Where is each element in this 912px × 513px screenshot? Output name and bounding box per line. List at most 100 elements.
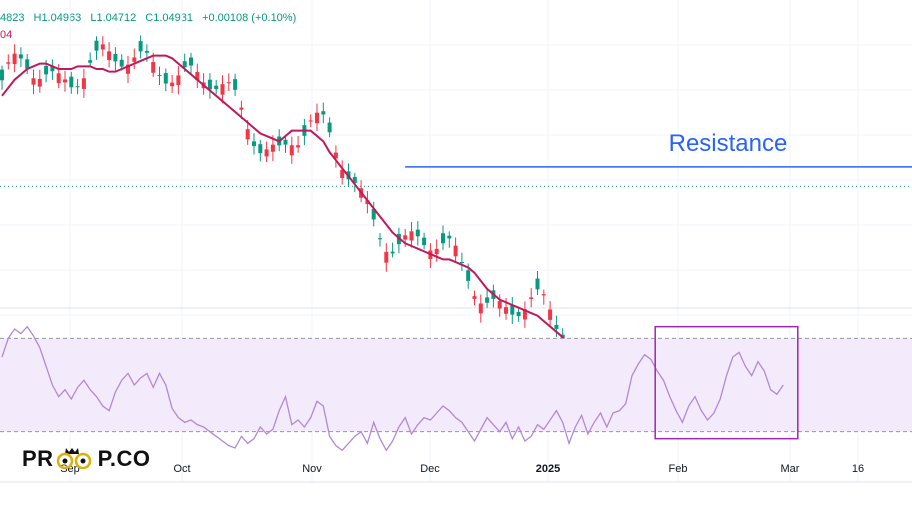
candle-body — [497, 301, 502, 309]
candle-body — [226, 82, 231, 84]
x-tick-label: Sep — [60, 463, 80, 475]
candle-body — [478, 303, 483, 314]
candle-body — [220, 84, 225, 95]
candle-body — [88, 60, 93, 63]
candle-body — [403, 235, 408, 240]
candle-body — [176, 75, 181, 86]
rsi-pane — [0, 325, 912, 452]
candle-body — [365, 200, 370, 205]
owl-icon — [56, 448, 91, 469]
candle-body — [189, 57, 193, 66]
candle-body — [182, 61, 187, 68]
rsi-line — [1, 325, 784, 452]
candle-body — [151, 62, 156, 73]
candle-body — [453, 245, 458, 257]
candle-body — [195, 72, 200, 81]
candle-body — [510, 305, 515, 315]
x-tick-label: 16 — [852, 463, 864, 475]
annotations: Resistance — [0, 130, 912, 187]
candle-body — [258, 144, 263, 154]
candle-body — [283, 139, 288, 145]
candle-body — [340, 169, 345, 178]
candle-body — [434, 248, 439, 255]
candle-body — [245, 129, 250, 140]
x-tick-label: Mar — [781, 463, 800, 475]
candle-body — [113, 54, 118, 62]
candle-body — [132, 57, 137, 62]
close-value: C1.04931 — [145, 12, 193, 24]
candle-body — [6, 62, 11, 64]
candle-body — [308, 120, 313, 122]
candle-body — [327, 122, 332, 133]
candle-body — [252, 141, 256, 147]
rsi-range-box — [654, 325, 799, 440]
candle-body — [44, 65, 49, 75]
candle-body — [107, 51, 112, 61]
candle-body — [352, 176, 357, 184]
candle-body — [50, 65, 55, 72]
candle-body — [321, 111, 326, 115]
resistance-label: Resistance — [669, 130, 788, 157]
candle-body — [207, 79, 212, 90]
candle-body — [485, 297, 490, 303]
x-tick-label: 2025 — [536, 463, 560, 475]
logo-text-right: P.CO — [97, 446, 151, 471]
candle-body — [214, 85, 219, 90]
candle-body — [441, 233, 445, 244]
candle-body — [541, 294, 546, 296]
candle-body — [522, 309, 527, 320]
candle-body — [12, 53, 17, 64]
candle-body — [415, 229, 420, 237]
candle-body — [0, 69, 4, 81]
change-value: +0.00108 (+0.10%) — [202, 12, 297, 24]
low-value: L1.04712 — [90, 12, 137, 24]
candle-body — [459, 262, 464, 264]
x-tick-label: Nov — [302, 463, 322, 475]
x-tick-label: Dec — [420, 463, 440, 475]
candle-body — [535, 278, 540, 290]
candle-body — [384, 251, 389, 263]
candle-body — [119, 59, 124, 67]
candle-body — [25, 59, 30, 69]
candle-body — [472, 296, 477, 299]
candle-body — [390, 251, 395, 254]
candle-body — [233, 79, 238, 90]
candle-body — [18, 54, 23, 59]
candle-body — [289, 145, 294, 156]
candle-body — [138, 41, 143, 52]
candle-body — [466, 270, 471, 281]
candle-body — [31, 78, 36, 85]
candle-body — [516, 311, 521, 317]
logo-text-left: PR — [22, 446, 54, 471]
candle-body — [371, 208, 376, 220]
candle-body — [554, 324, 559, 329]
candle-body — [422, 237, 427, 246]
ohlc-readout: 4823 H1.04963 L1.04712 C1.04931 +0.00108… — [0, 12, 302, 24]
candle-body — [56, 73, 61, 84]
candle-body — [81, 78, 86, 89]
site-logo: PR P.CO — [22, 446, 151, 472]
candle-body — [75, 86, 80, 88]
candle-body — [239, 107, 244, 110]
candle-body — [100, 44, 105, 50]
candle-body — [37, 78, 42, 87]
candle-body — [296, 145, 301, 148]
candle-body — [333, 152, 338, 159]
candle-body — [504, 307, 508, 314]
candle-body — [157, 75, 162, 77]
ema-value: 04 — [0, 29, 13, 41]
x-tick-label: Oct — [173, 463, 190, 475]
candle-body — [63, 79, 67, 83]
candle-body — [409, 231, 414, 241]
candle-body — [69, 76, 74, 88]
candle-body — [264, 149, 269, 157]
candle-body — [548, 309, 553, 320]
candle-body — [170, 82, 175, 87]
candle-body — [529, 297, 534, 299]
candle-body — [144, 50, 149, 53]
candle-body — [447, 235, 452, 239]
x-axis: Sep Oct Nov Dec 2025 Feb Mar 16 — [0, 463, 912, 483]
candle-body — [378, 238, 382, 240]
candle-body — [126, 64, 130, 74]
